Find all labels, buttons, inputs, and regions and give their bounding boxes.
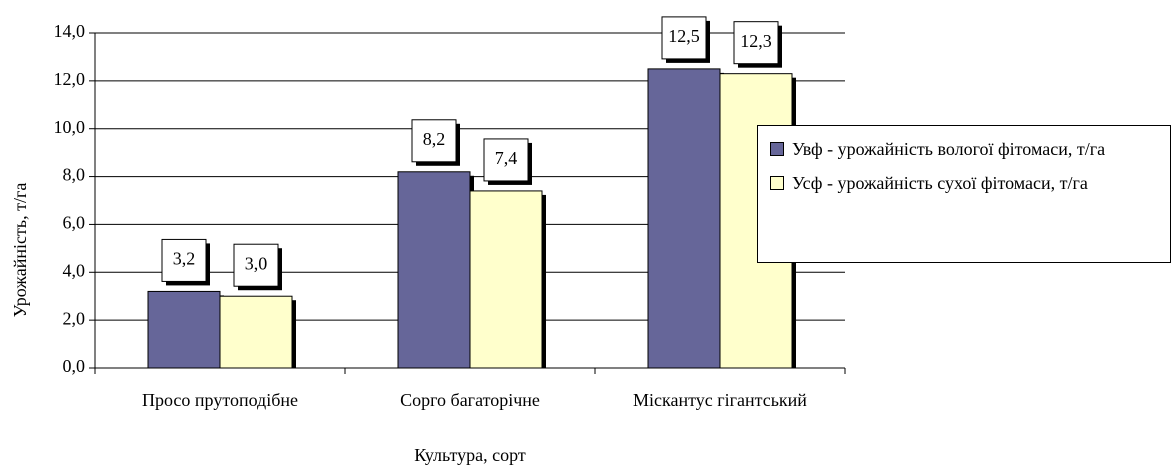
legend-swatch	[770, 176, 784, 190]
value-label-box	[233, 243, 279, 287]
value-label: 7,4	[495, 148, 518, 168]
x-axis-title: Культура, сорт	[414, 445, 526, 465]
value-label: 12,3	[740, 31, 772, 51]
bar	[647, 68, 721, 369]
x-tick-label: Сорго багаторічне	[400, 390, 540, 410]
value-label: 3,0	[245, 253, 268, 273]
legend-item: Увф - урожайність вологої фітомаси, т/га	[770, 136, 1164, 162]
value-label-box	[733, 21, 779, 65]
bar	[469, 190, 543, 369]
y-tick-label: 0,0	[63, 356, 86, 376]
value-label: 8,2	[423, 129, 446, 149]
value-label: 3,2	[173, 249, 196, 269]
y-tick-label: 4,0	[63, 260, 86, 280]
bar	[397, 171, 471, 369]
y-tick-label: 2,0	[63, 308, 86, 328]
legend: Увф - урожайність вологої фітомаси, т/га…	[757, 125, 1171, 263]
bar	[219, 295, 293, 369]
legend-label: Увф - урожайність вологої фітомаси, т/га	[792, 139, 1106, 159]
y-tick-label: 14,0	[54, 21, 86, 41]
x-tick-label: Міскантус гігантський	[633, 390, 807, 410]
y-tick-label: 8,0	[63, 165, 86, 185]
y-tick-label: 10,0	[54, 117, 86, 137]
x-tick-label: Просо прутоподібне	[141, 390, 298, 410]
value-label-box	[661, 16, 707, 60]
y-tick-label: 6,0	[63, 213, 86, 233]
legend-swatch	[770, 142, 784, 156]
y-tick-label: 12,0	[54, 69, 86, 89]
legend-item: Усф - урожайність сухої фітомаси, т/га	[770, 170, 1164, 196]
value-label: 12,5	[668, 26, 700, 46]
value-label-box	[161, 238, 207, 282]
bar	[147, 290, 221, 369]
legend-label: Усф - урожайність сухої фітомаси, т/га	[792, 173, 1088, 193]
value-label-box	[483, 138, 529, 182]
y-axis-title: Урожайність, т/га	[10, 183, 30, 318]
value-label-box	[411, 119, 457, 163]
